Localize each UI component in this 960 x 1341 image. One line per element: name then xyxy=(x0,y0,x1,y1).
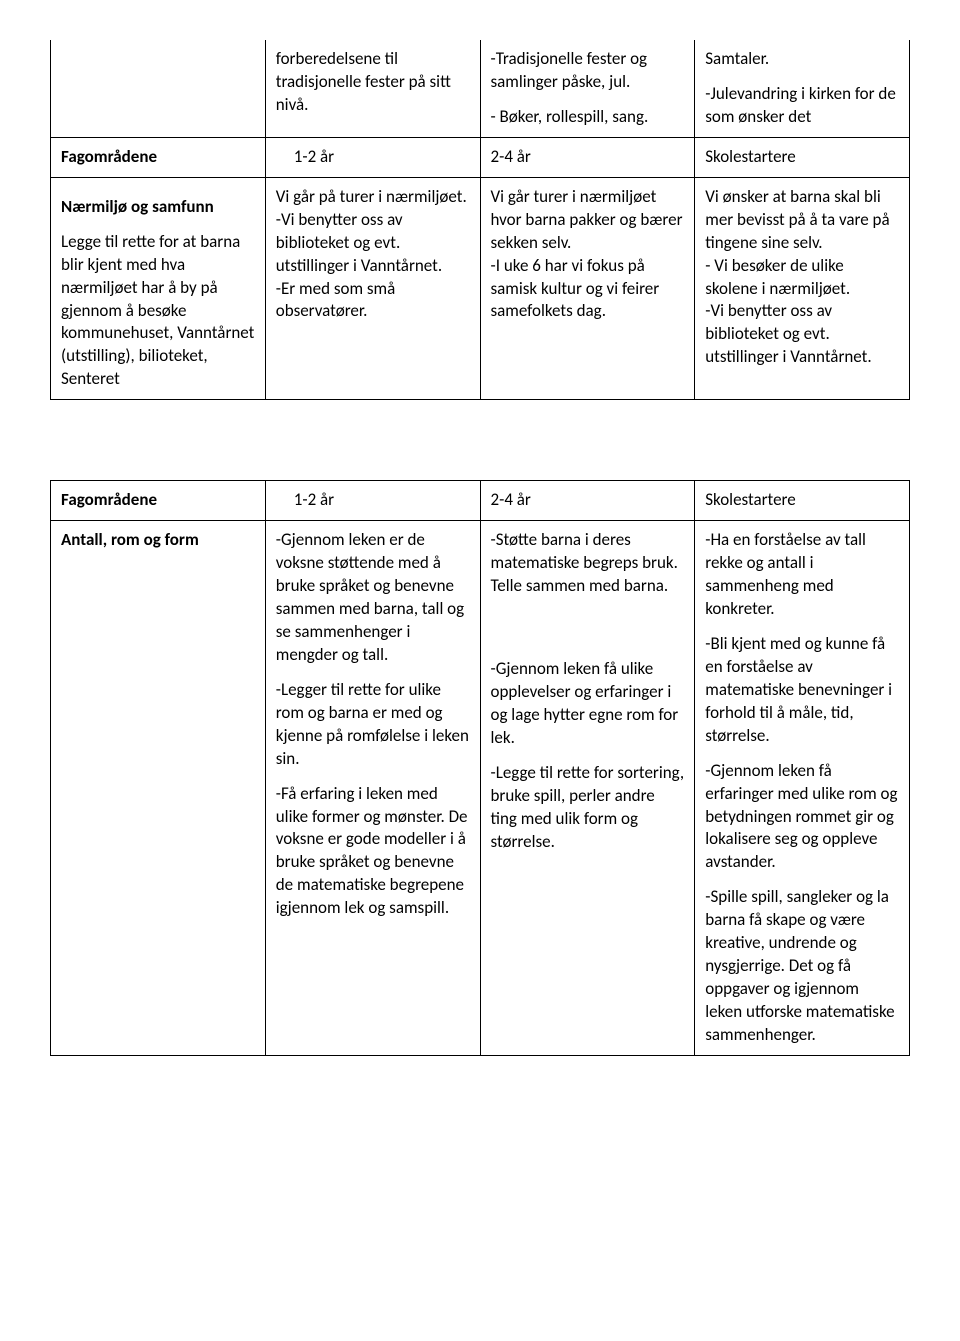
cell-line: -Er med som små observatører. xyxy=(276,278,470,324)
cell-line: -I uke 6 har vi fokus på samisk kultur o… xyxy=(491,255,685,324)
cell-line: Vi går turer i nærmiljøet hvor barna pak… xyxy=(491,186,685,255)
cell-line: -Bli kjent med og kunne få en forståelse… xyxy=(705,633,899,748)
table-2: Fagområdene 1-2 år 2-4 år Skolestartere … xyxy=(50,480,910,1056)
cell-text: forberedelsene til tradisjonelle fester … xyxy=(265,40,480,137)
cell-line: - Bøker, rollespill, sang. xyxy=(491,106,685,129)
col-header: Skolestartere xyxy=(695,137,910,177)
table-row: Antall, rom og form -Gjennom leken er de… xyxy=(51,521,910,1056)
table-header-row: Fagområdene 1-2 år 2-4 år Skolestartere xyxy=(51,137,910,177)
topic-title: Nærmiljø og samfunn xyxy=(61,196,255,219)
header-text: 1-2 år xyxy=(276,146,334,167)
cell-text: Vi går turer i nærmiljøet hvor barna pak… xyxy=(480,177,695,400)
col-header: 2-4 år xyxy=(480,481,695,521)
cell-text: Samtaler. -Julevandring i kirken for de … xyxy=(695,40,910,137)
cell-topic: Nærmiljø og samfunn Legge til rette for … xyxy=(51,177,266,400)
cell-line: -Få erfaring i leken med ulike former og… xyxy=(276,783,470,921)
col-header: Fagområdene xyxy=(51,137,266,177)
cell-text: Vi går på turer i nærmiljøet. -Vi benytt… xyxy=(265,177,480,400)
cell-line: Vi går på turer i nærmiljøet. xyxy=(276,186,470,209)
header-text: 1-2 år xyxy=(276,489,334,510)
col-header: 1-2 år xyxy=(265,481,480,521)
table-header-row: Fagområdene 1-2 år 2-4 år Skolestartere xyxy=(51,481,910,521)
cell-line: -Spille spill, sangleker og la barna få … xyxy=(705,886,899,1047)
col-header: Fagområdene xyxy=(51,481,266,521)
cell-line: -Tradisjonelle fester og samlinger påske… xyxy=(491,48,685,94)
cell-line: -Gjennom leken få ulike opplevelser og e… xyxy=(491,658,685,750)
cell-line: -Legger til rette for ulike rom og barna… xyxy=(276,679,470,771)
col-header: 1-2 år xyxy=(265,137,480,177)
cell-text: Vi ønsker at barna skal bli mer bevisst … xyxy=(695,177,910,400)
cell-topic: Antall, rom og form xyxy=(51,521,266,1056)
cell-empty xyxy=(51,40,266,137)
cell-line: -Legge til rette for sortering, bruke sp… xyxy=(491,762,685,854)
cell-line: -Gjennom leken er de voksne støttende me… xyxy=(276,529,470,667)
table-row: forberedelsene til tradisjonelle fester … xyxy=(51,40,910,137)
cell-line: -Støtte barna i deres matematiske begrep… xyxy=(491,529,685,598)
cell-text: -Gjennom leken er de voksne støttende me… xyxy=(265,521,480,1056)
cell-line: -Vi benytter oss av biblioteket og evt. … xyxy=(705,300,899,369)
cell-line: Vi ønsker at barna skal bli mer bevisst … xyxy=(705,186,899,255)
cell-line: -Vi benytter oss av biblioteket og evt. … xyxy=(276,209,470,278)
cell-line: - Vi besøker de ulike skolene i nærmiljø… xyxy=(705,255,899,301)
cell-line: Samtaler. xyxy=(705,48,899,71)
cell-line: -Gjennom leken få erfaringer med ulike r… xyxy=(705,760,899,875)
col-header: Skolestartere xyxy=(695,481,910,521)
table-1: forberedelsene til tradisjonelle fester … xyxy=(50,40,910,400)
cell-line: -Ha en forståelse av tall rekke og antal… xyxy=(705,529,899,621)
cell-text: -Støtte barna i deres matematiske begrep… xyxy=(480,521,695,1056)
table-row: Nærmiljø og samfunn Legge til rette for … xyxy=(51,177,910,400)
table-gap xyxy=(50,400,910,480)
topic-body: Legge til rette for at barna blir kjent … xyxy=(61,231,255,392)
cell-line: -Julevandring i kirken for de som ønsker… xyxy=(705,83,899,129)
col-header: 2-4 år xyxy=(480,137,695,177)
cell-text: -Tradisjonelle fester og samlinger påske… xyxy=(480,40,695,137)
topic-title: Antall, rom og form xyxy=(61,529,199,550)
cell-text: -Ha en forståelse av tall rekke og antal… xyxy=(695,521,910,1056)
